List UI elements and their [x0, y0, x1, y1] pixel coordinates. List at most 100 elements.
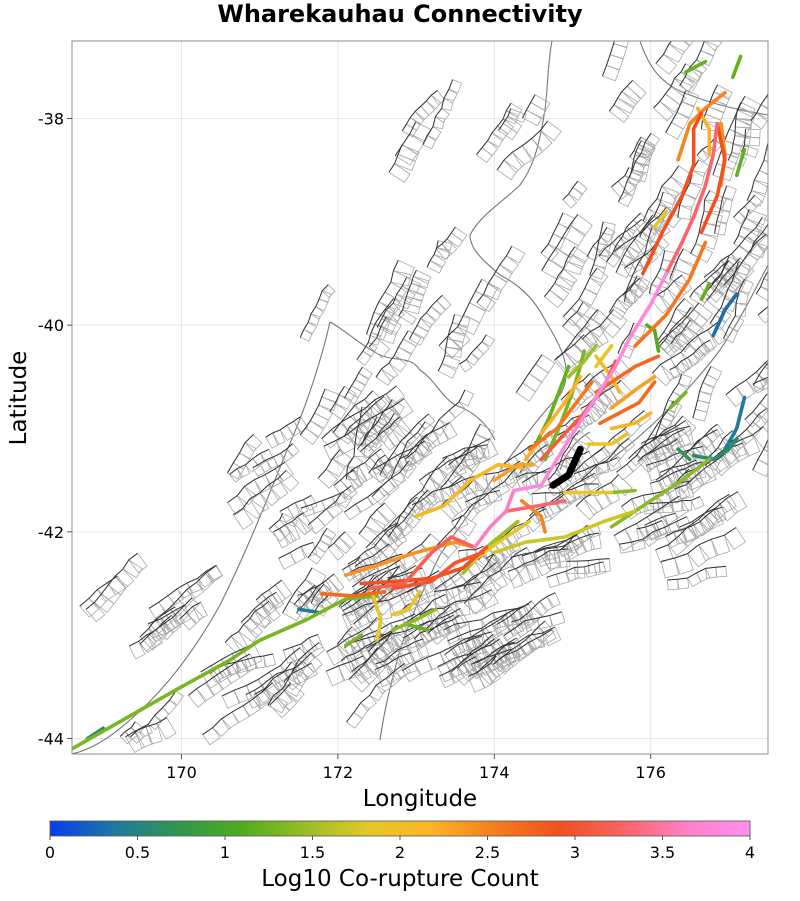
- fault-trace: [444, 635, 482, 655]
- fault-trace: [750, 93, 768, 122]
- fault-section-box: [680, 357, 693, 371]
- fault-trace: [377, 416, 401, 436]
- fault-trace: [606, 212, 641, 263]
- fault-section-box: [425, 94, 442, 110]
- fault-section-box: [264, 468, 284, 488]
- fault-trace: [224, 601, 270, 643]
- fault-trace: [326, 655, 364, 672]
- fault-section-box: [767, 376, 768, 379]
- fault-section-box: [540, 243, 559, 262]
- fault-trace: [279, 494, 312, 512]
- fault-trace: [300, 485, 352, 509]
- fault-section-box: [784, 332, 798, 347]
- connected-fault-trace: [711, 292, 739, 338]
- connected-fault-trace: [343, 540, 477, 577]
- fault-trace: [637, 438, 678, 462]
- fault-section-box: [420, 100, 436, 116]
- fault-trace: [566, 558, 610, 562]
- fault-trace: [598, 219, 643, 257]
- fault-section-box: [428, 467, 448, 490]
- fault-section-box: [703, 41, 723, 52]
- fault-trace: [344, 366, 363, 399]
- fault-section-box: [589, 267, 609, 287]
- fault-section-box: [278, 552, 296, 570]
- coastline-north-island-west: [469, 41, 567, 471]
- fault-trace: [148, 564, 217, 609]
- fault-section-box: [749, 194, 763, 208]
- fault-trace: [619, 516, 687, 545]
- x-axis-label: Longitude: [363, 786, 477, 812]
- fault-section-box: [357, 366, 373, 381]
- fault-section-box: [760, 278, 768, 290]
- fault-trace: [202, 682, 273, 736]
- fault-section-box: [318, 290, 332, 303]
- fault-section-box: [409, 121, 432, 142]
- fault-trace: [376, 277, 408, 328]
- fault-section-box: [244, 434, 263, 452]
- fault-section-box: [480, 612, 502, 634]
- gridlines: [72, 41, 768, 754]
- fault-trace: [679, 41, 706, 86]
- fault-trace: [515, 471, 549, 479]
- fault-section-box: [752, 426, 768, 450]
- fault-trace: [283, 634, 319, 651]
- x-tick-label: 176: [635, 763, 666, 782]
- fault-trace: [669, 248, 684, 280]
- fault-trace: [641, 428, 685, 458]
- fault-trace: [629, 136, 642, 158]
- fault-section-box: [252, 452, 267, 468]
- fault-trace: [437, 653, 472, 667]
- connected-fault-trace: [676, 447, 692, 462]
- fault-trace: [665, 90, 686, 133]
- fault-section-box: [276, 690, 298, 711]
- fault-trace: [458, 545, 484, 552]
- fault-trace: [655, 374, 683, 437]
- fault-trace: [375, 638, 424, 665]
- fault-trace: [119, 721, 136, 737]
- x-tick-label: 172: [323, 763, 354, 782]
- fault-section-box: [552, 222, 571, 241]
- fault-trace: [554, 334, 585, 361]
- fault-trace: [226, 434, 254, 474]
- fault-trace: [519, 444, 548, 473]
- fault-trace: [714, 185, 728, 234]
- fault-section-box: [546, 592, 561, 609]
- fault-section-box: [322, 527, 337, 541]
- fault-trace: [522, 94, 536, 119]
- fault-trace: [442, 444, 488, 459]
- fault-section-box: [481, 140, 499, 157]
- fault-trace: [642, 165, 680, 222]
- fault-trace: [725, 408, 767, 450]
- fault-trace: [398, 269, 417, 316]
- fault-trace: [336, 626, 353, 645]
- fault-trace: [592, 410, 645, 456]
- fault-trace: [644, 512, 676, 526]
- fault-section-box: [769, 214, 787, 232]
- connected-fault-trace: [676, 90, 727, 162]
- fault-trace: [350, 633, 387, 644]
- fault-trace: [690, 190, 711, 254]
- fault-trace: [443, 607, 520, 631]
- fault-section-box: [128, 552, 148, 574]
- fault-section-box: [788, 359, 800, 372]
- fault-section-box: [687, 572, 702, 588]
- colorbar-ticks: 0 0.5 1 1.5 2 2.5 3 3.5 4: [45, 836, 755, 862]
- fault-trace: [613, 495, 680, 537]
- fault-trace: [307, 491, 343, 526]
- fault-trace: [689, 260, 730, 298]
- fault-trace: [733, 209, 750, 244]
- fault-trace: [326, 617, 378, 653]
- y-tick-label: -40: [38, 316, 64, 335]
- fault-section-box: [628, 238, 646, 255]
- fault-trace: [200, 643, 255, 673]
- fault-section-box: [448, 665, 465, 684]
- coastline-south-island-west: [72, 321, 331, 754]
- fault-section-box: [346, 711, 363, 729]
- fault-trace: [371, 421, 426, 498]
- fault-section-box: [706, 365, 723, 381]
- fault-trace: [733, 194, 756, 218]
- connected-fault-trace: [641, 111, 704, 276]
- fault-trace: [358, 502, 386, 535]
- colorbar-tick-label: 2.5: [475, 843, 500, 862]
- fault-trace: [368, 454, 386, 474]
